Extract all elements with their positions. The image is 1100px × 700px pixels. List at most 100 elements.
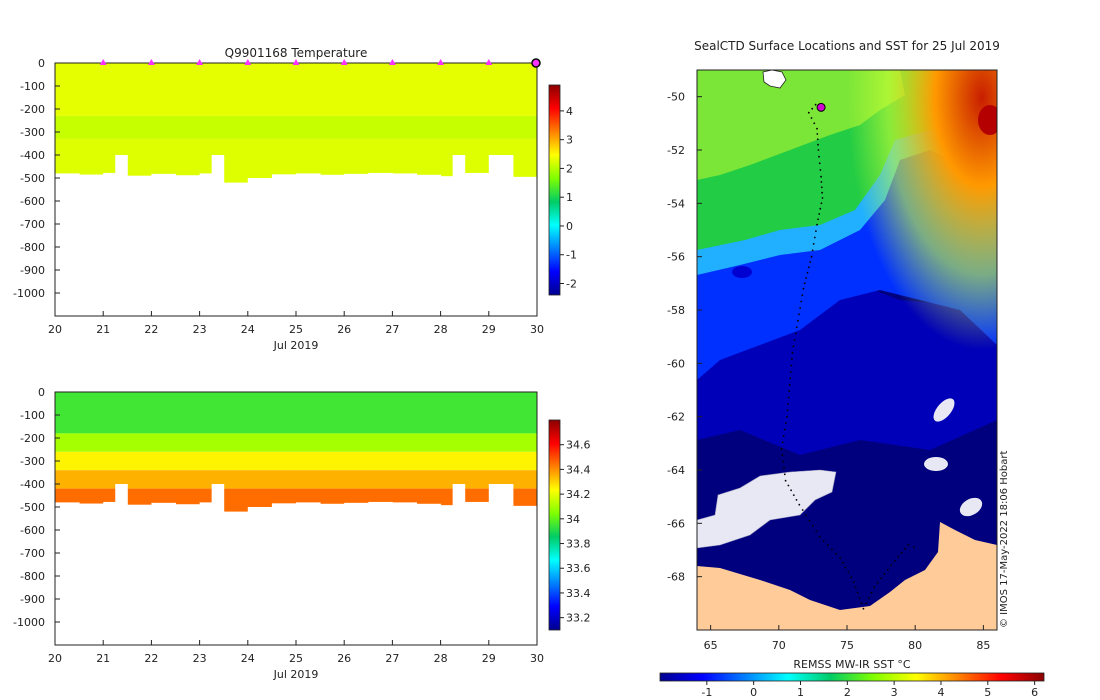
sal-x-tick-label-9: 29 (482, 652, 496, 665)
map-track-point-18 (820, 202, 823, 205)
map-track-point-104 (912, 546, 915, 549)
map-colorbar-tick-label-3: 2 (844, 686, 851, 699)
temp-surface-marker-1 (147, 59, 155, 65)
map-sea-ice-shelf (697, 469, 837, 549)
temperature-heatmap-fill (55, 63, 537, 183)
map-track-point-15 (820, 186, 823, 189)
map-track-point-47 (789, 377, 792, 380)
temp-colorbar-tick-label-1: 3 (566, 134, 573, 147)
sal-x-tick-label-0: 20 (48, 652, 62, 665)
map-track-point-24 (813, 236, 816, 239)
temperature-plot-area (55, 63, 537, 316)
map-track-point-99 (893, 559, 896, 562)
temp-surface-marker-5 (340, 59, 348, 65)
sal-profile-mask-1 (79, 503, 104, 645)
map-track-point-65 (790, 489, 792, 492)
map-track-point-79 (839, 557, 842, 559)
temp-x-tick-label-9: 29 (482, 323, 496, 336)
map-track-point-78 (835, 552, 837, 555)
map-colorbar-tick-label-6: 5 (984, 686, 991, 699)
map-colorbar-tick-label-0: -1 (701, 686, 712, 699)
map-y-tick-label-1: -52 (667, 144, 685, 157)
temp-profile-mask-7 (199, 173, 213, 316)
map-track-point-89 (862, 607, 865, 610)
salinity-colorbar: 34.6 34.4 34.2 34 33.8 33.6 33.4 33.2 (548, 419, 591, 631)
temp-colorbar-tick-label-5: -1 (566, 249, 577, 262)
map-sea-ice-patch-2 (924, 457, 948, 471)
map-colorbar-tick-label-1: 0 (750, 686, 757, 699)
map-track-point-34 (801, 294, 804, 296)
sal-profile-mask-3 (115, 484, 128, 645)
temp-profile-mask-10 (247, 178, 273, 316)
temp-y-tick-label-0: 0 (38, 57, 45, 70)
sal-colorbar-tick-label-6: 33.4 (566, 587, 591, 600)
temp-y-tick-label-1: -100 (20, 80, 45, 93)
map-sst-cold-eddy (732, 266, 752, 278)
temp-latest-marker (531, 58, 541, 68)
map-x-axis: 65 70 75 80 85 (704, 625, 990, 652)
temp-profile-mask-13 (320, 174, 345, 316)
sal-profile-mask-15 (368, 501, 393, 645)
sal-x-tick-label-3: 23 (193, 652, 207, 665)
map-track-point-53 (786, 415, 788, 418)
sal-y-tick-label-1: -100 (20, 409, 45, 422)
map-colorbar: REMSS MW-IR SST °C -1 0 1 2 3 4 5 6 (659, 658, 1045, 699)
map-track-point-87 (858, 597, 861, 599)
temperature-x-label: Jul 2019 (273, 339, 319, 352)
map-y-tick-label-2: -54 (667, 197, 685, 210)
map-sea-ice-patch-3 (959, 497, 983, 517)
map-track-point-96 (883, 573, 886, 575)
sal-profile-mask-19 (452, 484, 466, 645)
map-colorbar-ticks: -1 0 1 2 3 4 5 6 (701, 681, 1038, 699)
map-track-point-91 (867, 597, 870, 599)
temperature-chart: Q9901168 Temperature 0 -100 -200 -300 -400 -5… (13, 46, 577, 352)
map-y-tick-label-8: -66 (667, 517, 685, 530)
temp-surface-marker-4 (292, 59, 300, 65)
temp-surface-marker-6 (388, 59, 396, 65)
sal-x-tick-label-8: 28 (434, 652, 448, 665)
temperature-colorbar-gradient (548, 84, 561, 296)
map-track-point-90 (865, 602, 867, 605)
sal-y-tick-label-0: 0 (38, 386, 45, 399)
map-x-tick-label-0: 65 (704, 639, 718, 652)
temp-profile-mask-1 (79, 174, 104, 316)
sal-profile-mask-18 (440, 505, 454, 645)
map-track-point-42 (792, 345, 795, 348)
sal-colorbar-tick-label-7: 33.2 (566, 612, 591, 625)
sal-profile-mask-2 (103, 501, 116, 645)
temp-colorbar-tick-label-3: 1 (566, 191, 573, 204)
temp-x-tick-label-4: 24 (241, 323, 255, 336)
temp-profile-mask-17 (416, 174, 442, 316)
map-track-point-61 (783, 467, 785, 469)
map-track-point-97 (887, 568, 889, 571)
temp-y-tick-label-5: -500 (20, 172, 45, 185)
sal-x-tick-label-6: 26 (337, 652, 351, 665)
map-track-point-0 (814, 103, 817, 106)
temp-profile-mask-18 (440, 176, 454, 316)
map-track-point-43 (791, 351, 794, 354)
temp-y-tick-label-9: -900 (20, 264, 45, 277)
map-track-point-48 (788, 383, 791, 386)
temp-y-tick-label-8: -800 (20, 241, 45, 254)
sal-profile-mask-9 (223, 512, 249, 645)
sal-profile-mask-0 (55, 502, 80, 645)
temp-y-tick-label-10: -1000 (13, 287, 45, 300)
map-track-point-57 (781, 441, 784, 444)
sal-y-tick-label-4: -400 (20, 478, 45, 491)
sal-profile-mask-4 (127, 504, 152, 645)
map-track-point-33 (802, 287, 805, 290)
sal-profile-mask-22 (512, 505, 537, 645)
map-colorbar-tick-label-2: 1 (797, 686, 804, 699)
map-antarctica-land (697, 522, 997, 630)
map-y-tick-label-3: -56 (667, 251, 685, 264)
map-track-point-7 (816, 138, 819, 141)
temperature-y-axis: 0 -100 -200 -300 -400 -500 -600 -700 -800 -900 -10… (13, 57, 60, 300)
map-colorbar-tick-label-4: 3 (891, 686, 898, 699)
sal-colorbar-tick-label-1: 34.4 (566, 463, 591, 476)
map-track-point-77 (831, 548, 833, 551)
temp-y-tick-label-2: -200 (20, 103, 45, 116)
sal-profile-mask-14 (344, 502, 369, 645)
map-credit-text: © IMOS 17-May-2022 18:06 Hobart (999, 451, 1010, 628)
sal-band-0 (55, 392, 537, 434)
sal-colorbar-tick-label-2: 34.2 (566, 488, 591, 501)
